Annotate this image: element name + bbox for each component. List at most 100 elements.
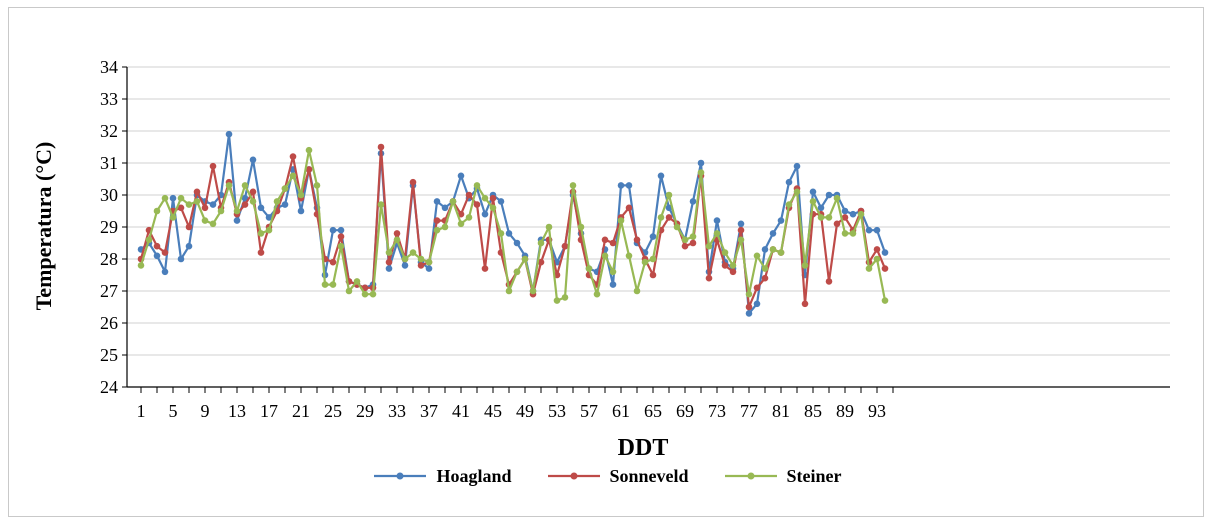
data-point <box>601 236 609 244</box>
legend-swatch-marker <box>396 472 404 480</box>
data-point <box>433 226 441 234</box>
data-point <box>737 220 745 228</box>
data-point <box>377 143 385 151</box>
data-point <box>569 182 577 189</box>
data-point <box>785 178 793 186</box>
data-point <box>201 217 209 224</box>
data-point <box>481 194 489 202</box>
series-line <box>140 133 887 315</box>
chart-frame <box>8 7 1204 517</box>
legend-item-hoagland: Hoagland <box>372 465 512 487</box>
data-point <box>145 236 153 244</box>
data-point <box>153 207 161 215</box>
data-point <box>489 204 497 212</box>
y-tick-label: 31 <box>100 153 118 173</box>
data-point <box>281 201 289 208</box>
data-point <box>817 204 825 212</box>
series-hoagland <box>137 130 889 317</box>
data-point <box>393 236 401 244</box>
data-point <box>841 230 849 237</box>
x-tick-label: 69 <box>676 401 694 421</box>
legend-swatch <box>724 472 777 480</box>
data-point <box>305 166 313 173</box>
x-tick-label: 33 <box>388 401 406 421</box>
data-point <box>465 191 473 199</box>
data-point <box>313 182 321 189</box>
legend-label: Sonneveld <box>609 465 689 486</box>
data-point <box>177 255 185 263</box>
data-point <box>649 255 657 263</box>
data-point <box>505 287 513 295</box>
data-point <box>481 265 489 272</box>
data-point <box>457 172 465 180</box>
data-point <box>809 188 817 196</box>
data-point <box>873 226 881 234</box>
data-point <box>673 223 681 231</box>
data-point <box>753 252 761 260</box>
data-point <box>393 230 401 237</box>
data-point <box>825 278 833 285</box>
data-point <box>441 204 449 212</box>
data-point <box>689 198 697 205</box>
data-point <box>513 268 521 276</box>
data-point <box>409 178 417 186</box>
legend-swatch-marker <box>570 472 577 480</box>
data-point <box>721 249 729 256</box>
data-point <box>873 255 881 263</box>
y-tick-label: 30 <box>100 185 118 205</box>
data-point <box>833 194 841 202</box>
data-point <box>209 201 217 208</box>
data-point <box>649 233 657 240</box>
x-tick-label: 73 <box>708 401 726 421</box>
data-point <box>545 223 553 231</box>
data-point <box>425 265 433 272</box>
data-point <box>705 274 713 282</box>
data-point <box>841 214 849 221</box>
data-point <box>433 198 441 205</box>
legend-label: Hoagland <box>436 465 512 486</box>
data-point <box>417 255 425 263</box>
data-point <box>729 262 737 269</box>
x-tick-label: 57 <box>580 401 598 421</box>
data-point <box>825 191 833 199</box>
data-point <box>265 214 273 221</box>
data-point <box>201 204 209 212</box>
data-point <box>585 265 593 272</box>
data-point <box>769 246 777 253</box>
data-point <box>785 201 793 208</box>
data-point <box>169 214 177 221</box>
data-point <box>713 217 721 224</box>
data-point <box>329 258 337 266</box>
data-point <box>665 214 673 221</box>
data-point <box>681 236 689 244</box>
data-point <box>177 194 185 202</box>
data-point <box>521 255 529 263</box>
data-point <box>457 210 465 218</box>
y-tick-label: 26 <box>100 313 118 333</box>
data-point <box>697 169 705 176</box>
x-tick-label: 9 <box>201 401 210 421</box>
data-point <box>617 217 625 224</box>
data-point <box>497 230 505 237</box>
x-tick-label: 13 <box>228 401 246 421</box>
data-point <box>161 268 169 276</box>
data-point <box>865 226 873 234</box>
data-point <box>185 242 193 250</box>
y-tick-label: 25 <box>100 345 118 365</box>
data-point <box>281 185 289 192</box>
y-tick-label: 29 <box>100 217 118 237</box>
data-point <box>497 198 505 205</box>
data-point <box>649 271 657 279</box>
data-point <box>225 182 233 189</box>
y-tick-label: 27 <box>100 281 118 301</box>
data-point <box>337 233 345 240</box>
x-tick-label: 17 <box>260 401 278 421</box>
data-point <box>745 303 753 311</box>
data-point <box>377 201 385 208</box>
series-layer <box>137 130 889 317</box>
data-point <box>193 198 201 205</box>
x-tick-label: 81 <box>772 401 790 421</box>
data-point <box>305 146 313 154</box>
data-point <box>385 249 393 256</box>
